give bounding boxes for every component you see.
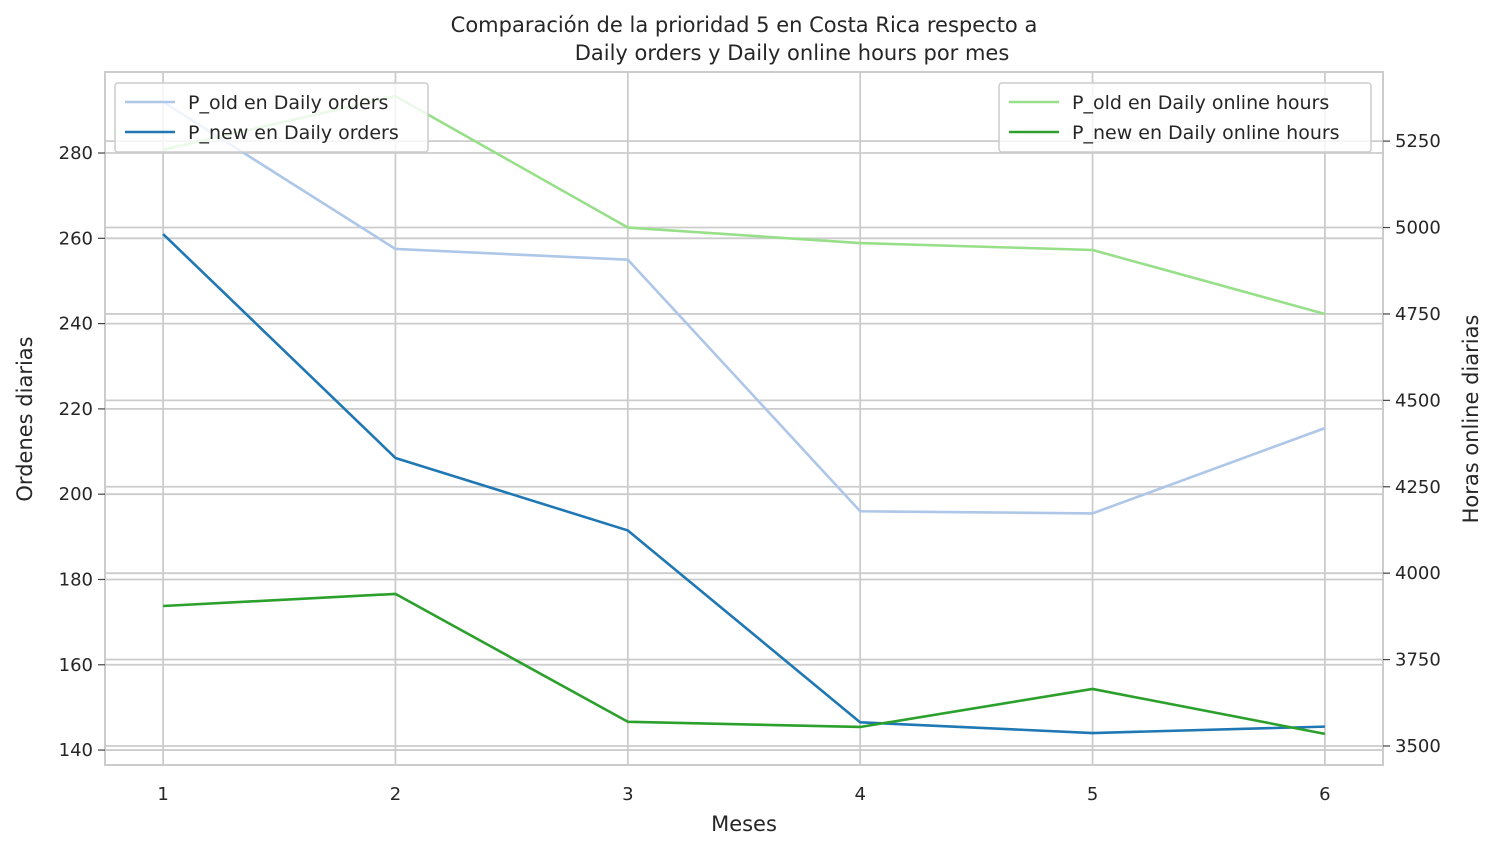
legend-left-label: P_new en Daily orders <box>188 122 399 144</box>
series-line-2 <box>162 233 1325 735</box>
y-left-tick-label: 280 <box>59 143 93 164</box>
legend-right-box <box>998 82 1372 153</box>
x-axis-label: Meses <box>711 812 777 836</box>
legend-right-label: P_old en Daily online hours <box>1072 92 1329 114</box>
plot-frame <box>104 71 1384 766</box>
y-right-tick-label: 4250 <box>1395 477 1441 498</box>
series-line-4 <box>163 592 1326 736</box>
x-tick-label: 1 <box>157 784 168 805</box>
y-left-tick-label: 220 <box>59 399 93 420</box>
x-tick-label: 6 <box>1319 784 1330 805</box>
y-right-tick-label: 3500 <box>1395 736 1441 757</box>
x-tick-label: 5 <box>1087 784 1098 805</box>
y-left-tick-label: 180 <box>59 569 93 590</box>
y-axis-left-label: Ordenes diarias <box>13 336 37 501</box>
y-left-tick-label: 200 <box>59 484 93 505</box>
chart-title-line2: Daily orders y Daily online hours por me… <box>575 41 1010 65</box>
y-left-tick-label: 260 <box>59 228 93 249</box>
y-right-tick-label: 4500 <box>1395 390 1441 411</box>
legend-right: P_old en Daily online hours P_new en Dail… <box>998 82 1372 153</box>
legend-left-box <box>114 82 429 153</box>
tick-labels: 1 2 3 4 5 6 140 160 180 200 220 240 260 280 3500 3750 40… <box>59 131 1441 805</box>
y-axis-right-label: Horas online diarias <box>1459 315 1483 524</box>
legend-left-label: P_old en Daily orders <box>188 92 388 114</box>
x-tick-label: 2 <box>390 784 401 805</box>
legend-left: P_old en Daily orders P_new en Daily orde… <box>114 82 429 153</box>
y-right-tick-label: 5000 <box>1395 218 1441 239</box>
y-right-tick-label: 4000 <box>1395 563 1441 584</box>
y-left-tick-label: 240 <box>59 314 93 335</box>
y-right-tick-label: 3750 <box>1395 650 1441 671</box>
series-lines <box>162 94 1326 736</box>
y-left-tick-label: 160 <box>59 655 93 676</box>
y-right-tick-label: 5250 <box>1395 131 1441 152</box>
y-right-tick-label: 4750 <box>1395 304 1441 325</box>
grid-lines <box>105 72 1383 765</box>
series-line-1 <box>162 100 1326 515</box>
x-tick-label: 4 <box>854 784 865 805</box>
x-tick-label: 3 <box>622 784 633 805</box>
y-left-tick-label: 140 <box>59 740 93 761</box>
legend-right-label: P_new en Daily online hours <box>1072 122 1340 144</box>
chart-title-line1: Comparación de la prioridad 5 en Costa R… <box>451 13 1038 37</box>
